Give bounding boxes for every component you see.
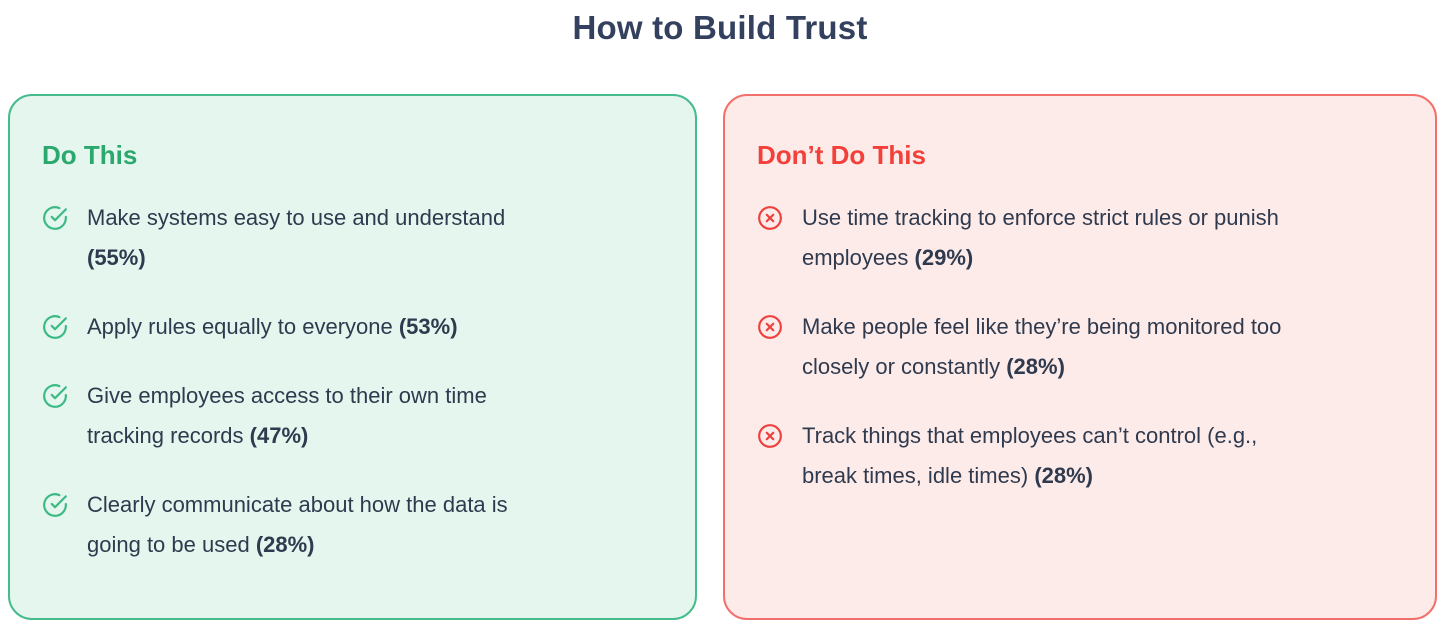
check-circle-icon: [42, 492, 68, 518]
comparison-panels: Do This Make systems easy to use and und…: [0, 94, 1440, 620]
item-text: Make systems easy to use and understand: [87, 205, 506, 230]
dont-do-this-list: Use time tracking to enforce strict rule…: [757, 198, 1399, 496]
list-item-text: Make people feel like they’re being moni…: [802, 307, 1302, 387]
item-percentage: (53%): [398, 314, 458, 339]
list-item: Make people feel like they’re being moni…: [757, 307, 1399, 387]
list-item: Make systems easy to use and understand …: [42, 198, 659, 278]
do-this-panel: Do This Make systems easy to use and und…: [8, 94, 697, 620]
item-percentage: (28%): [1034, 463, 1093, 488]
x-circle-icon: [757, 314, 783, 340]
check-circle-icon: [42, 314, 68, 340]
item-text: Track things that employees can’t contro…: [802, 423, 1258, 488]
list-item-text: Make systems easy to use and understand …: [87, 198, 557, 278]
item-percentage: (47%): [249, 423, 309, 448]
list-item-text: Give employees access to their own time …: [87, 376, 557, 456]
check-circle-icon: [42, 205, 68, 231]
item-percentage: (28%): [255, 532, 315, 557]
list-item: Give employees access to their own time …: [42, 376, 659, 456]
list-item: Apply rules equally to everyone (53%): [42, 307, 659, 347]
check-circle-icon: [42, 383, 68, 409]
list-item-text: Apply rules equally to everyone (53%): [87, 307, 458, 347]
x-circle-icon: [757, 205, 783, 231]
x-circle-icon: [757, 423, 783, 449]
item-percentage: (28%): [1006, 354, 1065, 379]
list-item: Track things that employees can’t contro…: [757, 416, 1399, 496]
item-text: Give employees access to their own time …: [87, 383, 487, 448]
dont-do-this-heading: Don’t Do This: [757, 140, 926, 170]
dont-do-this-panel: Don’t Do This Use time tracking to enfor…: [723, 94, 1437, 620]
item-percentage: (29%): [914, 245, 974, 270]
list-item-text: Use time tracking to enforce strict rule…: [802, 198, 1302, 278]
list-item-text: Clearly communicate about how the data i…: [87, 485, 557, 565]
do-this-heading: Do This: [42, 140, 138, 170]
list-item: Use time tracking to enforce strict rule…: [757, 198, 1399, 278]
item-text: Apply rules equally to everyone: [87, 314, 393, 339]
do-this-list: Make systems easy to use and understand …: [42, 198, 659, 565]
page-title: How to Build Trust: [572, 9, 868, 46]
item-percentage: (55%): [87, 245, 146, 270]
item-text: Make people feel like they’re being moni…: [802, 314, 1282, 379]
list-item: Clearly communicate about how the data i…: [42, 485, 659, 565]
list-item-text: Track things that employees can’t contro…: [802, 416, 1302, 496]
item-text: Use time tracking to enforce strict rule…: [802, 205, 1279, 270]
item-text: Clearly communicate about how the data i…: [87, 492, 508, 557]
